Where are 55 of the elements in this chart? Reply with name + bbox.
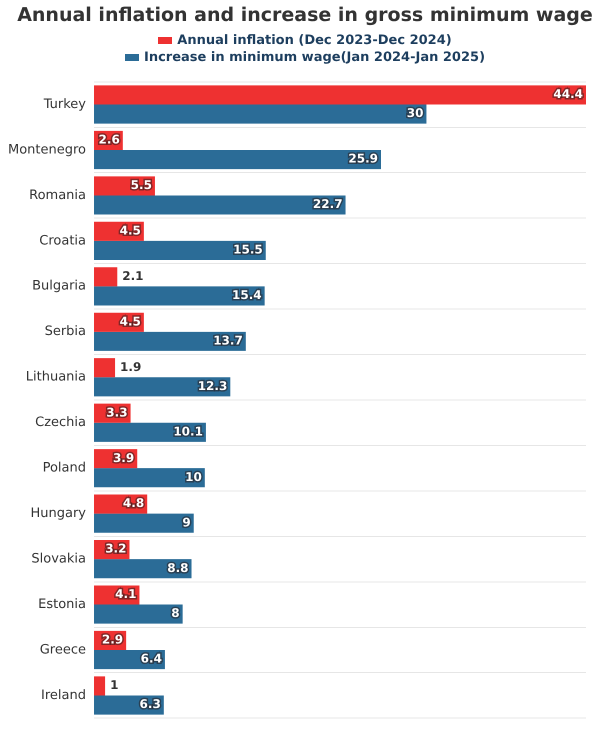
bar xyxy=(94,676,106,696)
data-label: 44.4 xyxy=(553,87,583,102)
y-tick-label: Serbia xyxy=(44,324,86,340)
y-tick-label: Poland xyxy=(42,460,86,476)
data-label: 12.3 xyxy=(198,378,228,393)
chart-title: Annual inflation and increase in gross minimum wage xyxy=(16,4,594,26)
data-label: 22.7 xyxy=(312,197,343,212)
data-label: 5.5 xyxy=(130,178,152,192)
y-tick-label: Turkey xyxy=(42,96,86,112)
data-label: 25.9 xyxy=(348,152,378,166)
bar xyxy=(94,358,116,378)
y-tick-label: Greece xyxy=(40,642,86,658)
data-label: 13.7 xyxy=(213,333,243,348)
bar xyxy=(94,468,205,488)
bar xyxy=(94,104,426,124)
bar xyxy=(94,267,118,286)
y-tick-label: Croatia xyxy=(39,233,86,248)
y-tick-label: Bulgaria xyxy=(32,278,86,294)
bar xyxy=(94,85,586,105)
y-tick-label: Czechia xyxy=(35,415,86,430)
y-tick-label: Lithuania xyxy=(26,370,86,385)
data-label: 8 xyxy=(171,606,180,620)
bar xyxy=(94,604,183,624)
y-tick-label: Estonia xyxy=(38,596,86,612)
data-label: 4.8 xyxy=(122,496,144,510)
y-tick-label: Hungary xyxy=(30,506,86,522)
data-label: 15.5 xyxy=(233,242,263,257)
y-tick-label: Montenegro xyxy=(8,142,86,158)
data-label: 3.3 xyxy=(106,405,128,420)
data-label: 2.6 xyxy=(98,132,120,147)
y-tick-label: Slovakia xyxy=(31,551,86,566)
data-label: 1 xyxy=(110,678,118,692)
data-label: 4.5 xyxy=(120,314,141,328)
data-label: 2.1 xyxy=(122,268,144,283)
data-label: 10.1 xyxy=(173,424,203,438)
legend-label: Annual inflation (Dec 2023-Dec 2024) xyxy=(177,33,452,48)
data-label: 3.9 xyxy=(112,450,134,465)
data-label: 4.1 xyxy=(115,587,136,602)
data-label: 6.3 xyxy=(140,697,161,712)
data-label: 4.5 xyxy=(120,223,141,238)
bar xyxy=(94,150,382,170)
data-label: 8.8 xyxy=(167,560,189,575)
legend-label: Increase in minimum wage(Jan 2024-Jan 2025) xyxy=(144,50,486,65)
y-tick-label: Romania xyxy=(29,188,86,203)
data-label: 3.2 xyxy=(105,542,126,556)
data-label: 30 xyxy=(406,106,424,120)
data-label: 6.4 xyxy=(140,652,162,666)
data-label: 15.4 xyxy=(232,288,262,302)
data-label: 2.9 xyxy=(102,632,124,647)
data-label: 9 xyxy=(182,515,191,530)
bar xyxy=(94,514,194,533)
y-tick-label: Ireland xyxy=(41,688,86,703)
data-label: 1.9 xyxy=(120,360,142,374)
data-label: 10 xyxy=(185,470,202,484)
bar xyxy=(94,195,346,215)
